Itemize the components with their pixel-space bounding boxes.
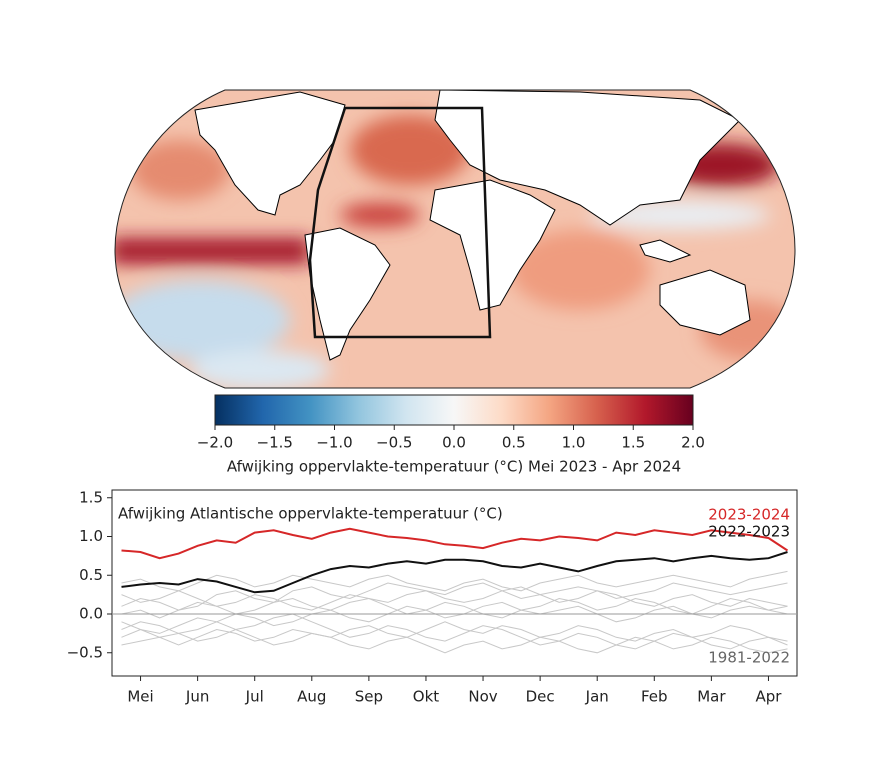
- world-map: [115, 90, 795, 388]
- y-tick-label: −0.5: [67, 643, 103, 661]
- x-tick-label: Jan: [585, 688, 609, 706]
- x-tick-label: Dec: [526, 688, 555, 706]
- x-tick-label: Okt: [413, 688, 439, 706]
- colorbar-label: Afwijking oppervlakte-temperatuur (°C) M…: [227, 458, 681, 476]
- colorbar-tick-label: 2.0: [681, 434, 705, 452]
- y-tick-label: 1.5: [79, 488, 103, 506]
- colorbar-tick-label: −0.5: [376, 434, 412, 452]
- colorbar-tick-label: −2.0: [197, 434, 233, 452]
- reference-line: [121, 621, 788, 654]
- colorbar-tick-label: −1.0: [316, 434, 352, 452]
- reference-line: [121, 586, 788, 611]
- colorbar-tick-label: 1.5: [621, 434, 645, 452]
- y-tick-label: 0.0: [79, 605, 103, 623]
- x-tick-label: Aug: [297, 688, 326, 706]
- reference-line: [121, 582, 788, 611]
- colorbar-tick-label: 0.5: [502, 434, 526, 452]
- colorbar-tick-label: 1.0: [562, 434, 586, 452]
- plot-frame: [111, 489, 798, 677]
- x-tick-label: Mar: [697, 688, 726, 706]
- colorbar-tick-label: 0.0: [442, 434, 466, 452]
- series-line: [121, 551, 788, 594]
- reference-line: [121, 601, 788, 634]
- legend-label: 1981-2022: [708, 649, 790, 667]
- x-tick-label: Nov: [468, 688, 497, 706]
- legend-label: 2023-2024: [708, 506, 790, 524]
- colorbar: [214, 394, 694, 426]
- x-tick-label: Jul: [245, 688, 264, 706]
- legend-label: 2022-2023: [708, 523, 790, 541]
- x-tick-label: Mei: [127, 688, 153, 706]
- x-tick-label: Sep: [355, 688, 383, 706]
- y-tick-label: 0.5: [79, 566, 103, 584]
- x-tick-label: Feb: [641, 688, 668, 706]
- y-tick-label: 1.0: [79, 527, 103, 545]
- reference-line: [121, 570, 788, 592]
- series-line: [121, 527, 789, 560]
- reference-line: [121, 597, 788, 619]
- x-tick-label: Apr: [755, 688, 782, 706]
- chart-title: Afwijking Atlantische oppervlakte-temper…: [118, 505, 503, 523]
- x-tick-label: Jun: [185, 688, 209, 706]
- colorbar-tick-label: −1.5: [257, 434, 293, 452]
- reference-line: [121, 613, 788, 650]
- map-outline: [114, 89, 796, 389]
- reference-line: [121, 621, 788, 646]
